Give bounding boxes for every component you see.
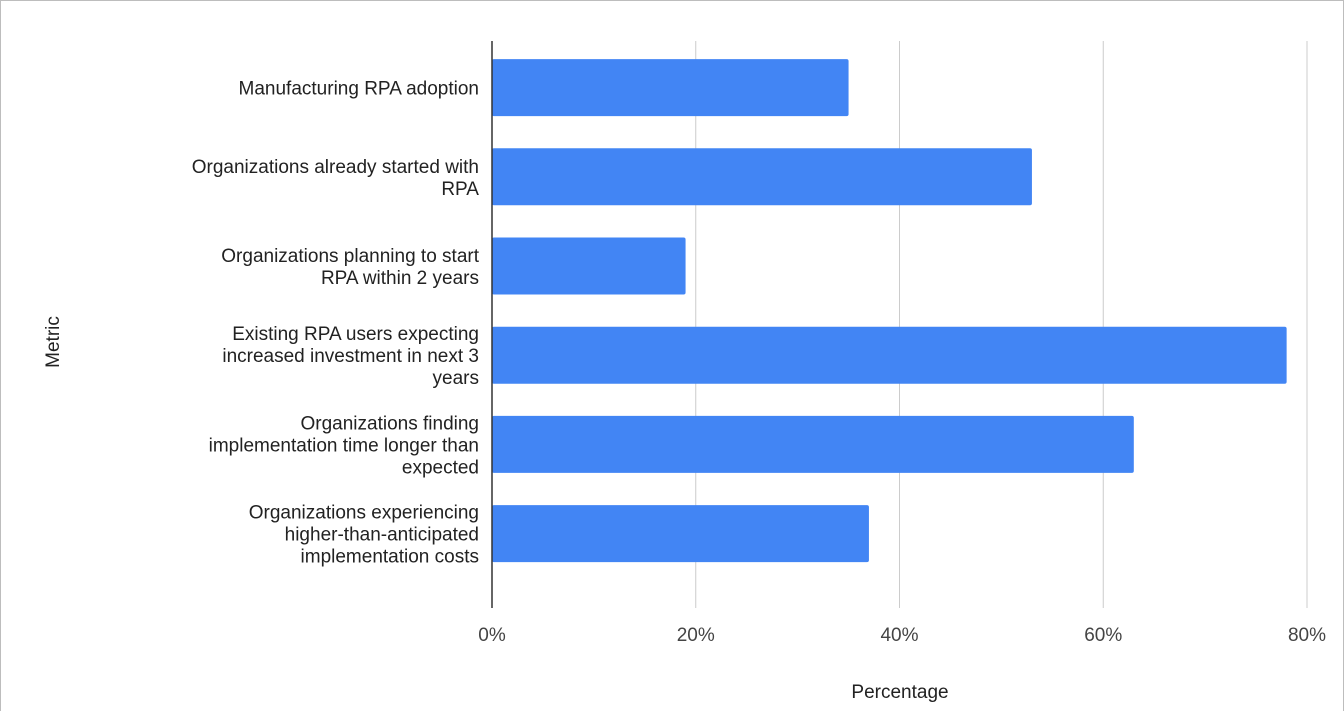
x-axis-title: Percentage [851, 682, 948, 703]
category-label: Organizations planning to start RPA withi… [221, 246, 479, 289]
category-label: Organizations already started with RPA [192, 157, 480, 200]
x-tick-label: 80% [1288, 625, 1326, 646]
bars [492, 59, 1287, 563]
bar [492, 415, 1134, 473]
bar [492, 237, 686, 295]
bar [492, 59, 849, 117]
x-tick-label: 40% [880, 625, 918, 646]
category-label: Organizations experiencing higher-than-an… [249, 503, 479, 568]
bar [492, 326, 1287, 384]
x-tick-label: 20% [677, 625, 715, 646]
bar [492, 148, 1032, 206]
bar [492, 505, 869, 563]
x-tick-labels: 0% 20% 40% 60% 80% [478, 625, 1326, 646]
x-tick-label: 60% [1084, 625, 1122, 646]
category-labels: Manufacturing RPA adoption Organizations … [192, 79, 480, 568]
category-label: Existing RPA users expecting increased in… [222, 324, 479, 389]
category-label: Manufacturing RPA adoption [239, 79, 479, 100]
y-axis-title: Metric [43, 316, 64, 368]
x-tick-label: 0% [478, 625, 506, 646]
category-label: Organizations finding implementation time… [209, 413, 479, 478]
